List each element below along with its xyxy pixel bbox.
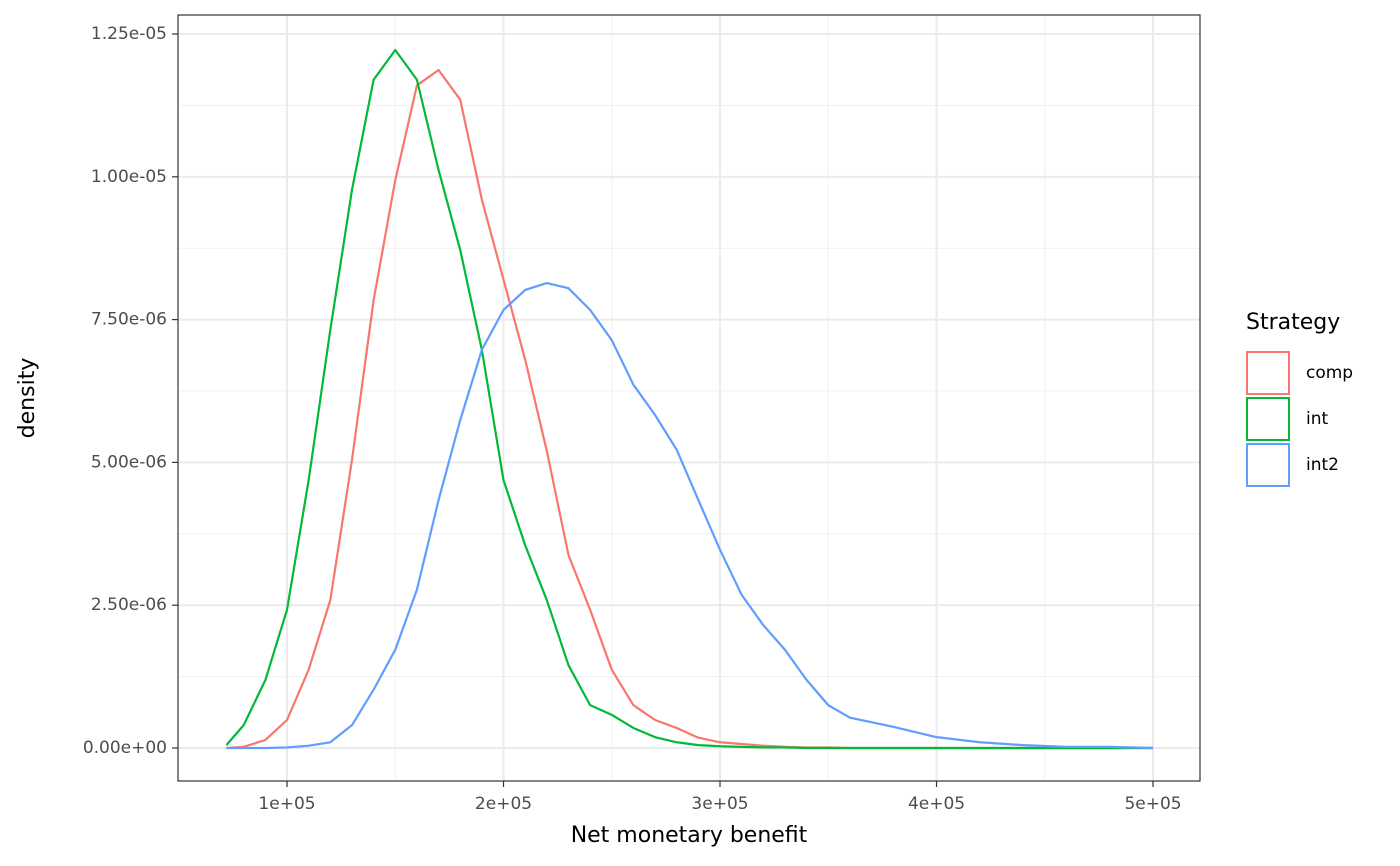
- legend-label: comp: [1306, 363, 1353, 383]
- lines: [225, 48, 1154, 750]
- panel-border: [177, 14, 1201, 782]
- x-tick-label: 3e+05: [691, 794, 748, 814]
- y-tick-label: 7.50e-06: [91, 310, 167, 330]
- legend-label: int: [1306, 409, 1328, 429]
- x-tick-label: 4e+05: [908, 794, 965, 814]
- density-line: [226, 281, 1154, 750]
- legend-title: Strategy: [1246, 310, 1340, 335]
- density-line: [225, 48, 1154, 750]
- x-tick-label: 5e+05: [1124, 794, 1181, 814]
- y-tick-label: 5.00e-06: [91, 452, 167, 472]
- y-axis-title: density: [15, 358, 40, 439]
- y-tick-label: 0.00e+00: [83, 738, 167, 758]
- legend: comp int int2: [1246, 351, 1353, 487]
- legend-label: int2: [1306, 455, 1339, 475]
- y-tick-label: 1.25e-05: [91, 24, 167, 44]
- y-tick-label: 1.00e-05: [91, 167, 167, 187]
- x-tick-label: 2e+05: [475, 794, 532, 814]
- y-tick-label: 2.50e-06: [91, 595, 167, 615]
- legend-key: [1246, 351, 1290, 395]
- x-tick-label: 1e+05: [258, 794, 315, 814]
- grid: [178, 15, 1200, 781]
- x-axis-title: Net monetary benefit: [571, 823, 808, 848]
- legend-key: [1246, 397, 1290, 441]
- legend-key: [1246, 443, 1290, 487]
- axes: 1e+05 2e+05 3e+05 4e+05 5e+05 0.00e+00 2.50e-0…: [83, 24, 1182, 814]
